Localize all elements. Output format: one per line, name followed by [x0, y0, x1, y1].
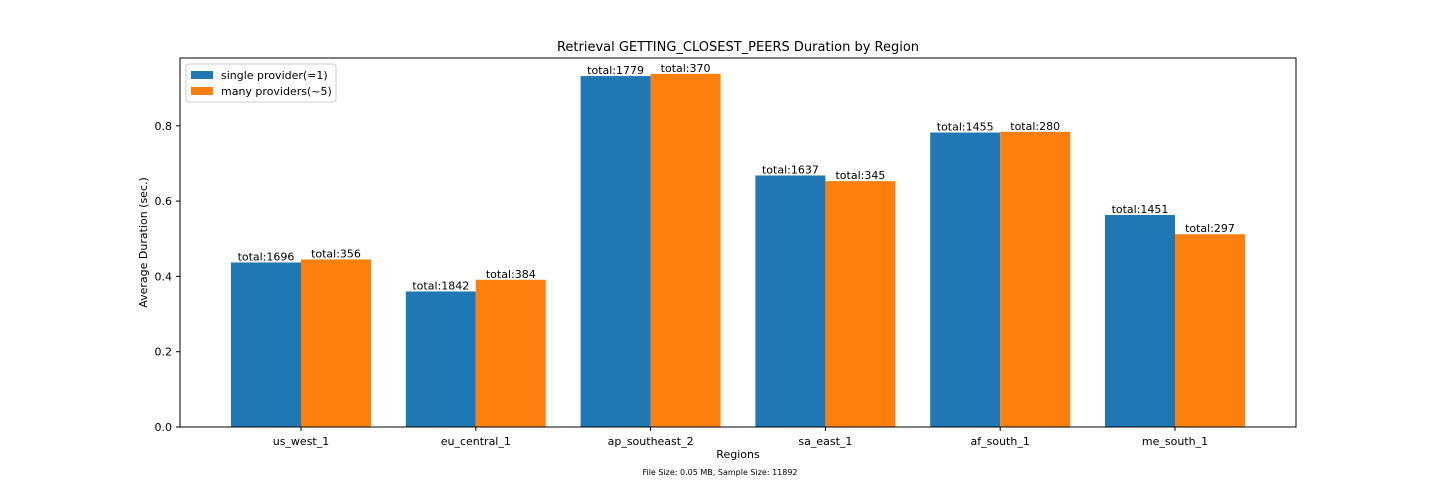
- y-tick-label: 0.4: [155, 270, 173, 283]
- bar-ap_southeast_2-series-1: [650, 73, 721, 428]
- bar-af_south_1-series-1: [1000, 131, 1071, 428]
- legend-label-0: single provider(=1): [221, 69, 328, 82]
- x-tick-label: eu_central_1: [441, 435, 511, 448]
- x-tick-label: me_south_1: [1142, 435, 1208, 448]
- legend-label-1: many providers(~5): [221, 85, 332, 98]
- x-tick-label: sa_east_1: [798, 435, 852, 448]
- axes-frame: [179, 57, 1297, 428]
- y-tick-label: 0.8: [155, 120, 173, 133]
- chart-title: Retrieval GETTING_CLOSEST_PEERS Duration…: [557, 40, 919, 55]
- y-tick-label: 0.6: [155, 195, 173, 208]
- bar-sa_east_1-series-0: [755, 175, 826, 427]
- footnote: File Size: 0.05 MB, Sample Size: 11892: [642, 468, 797, 477]
- bar-eu_central_1-series-0: [405, 291, 476, 427]
- bar-me_south_1-series-0: [1105, 215, 1175, 427]
- bar-value-label: total:297: [1185, 222, 1235, 235]
- bar-value-label: total:1779: [587, 64, 644, 77]
- bar-value-label: total:1455: [937, 121, 994, 134]
- x-tick-label: af_south_1: [971, 435, 1030, 448]
- bar-ap_southeast_2-series-0: [580, 76, 651, 427]
- legend-swatch-1: [191, 87, 213, 95]
- legend-box: [185, 63, 337, 103]
- plot-area: total:1696 total:1842 total:1779 total:1637…: [155, 62, 1245, 448]
- x-tick-label: ap_southeast_2: [608, 435, 694, 448]
- bar-eu_central_1-series-1: [475, 279, 546, 427]
- bar-value-label: total:345: [835, 169, 885, 182]
- bar-me_south_1-series-1: [1175, 234, 1245, 427]
- y-tick-label: 0.0: [155, 421, 173, 434]
- bar-value-label: total:1696: [238, 250, 295, 263]
- bar-value-label: total:384: [486, 268, 536, 281]
- bar-value-label: total:1451: [1112, 203, 1169, 216]
- bar-value-label: total:1637: [762, 163, 819, 176]
- bar-us_west_1-series-1: [301, 259, 371, 427]
- x-axis-label: Regions: [716, 448, 760, 461]
- legend: single provider(=1) many providers(~5): [185, 63, 337, 103]
- y-axis-label: Average Duration (sec.): [137, 177, 150, 308]
- bar-value-label: total:356: [311, 247, 361, 260]
- bar-value-label: total:1842: [412, 279, 469, 292]
- bar-us_west_1-series-0: [231, 262, 301, 427]
- bar-af_south_1-series-0: [930, 132, 1001, 428]
- bar-sa_east_1-series-1: [825, 181, 896, 427]
- y-tick-label: 0.2: [155, 346, 173, 359]
- bar-value-label: total:280: [1010, 120, 1060, 133]
- bar-value-label: total:370: [661, 62, 711, 75]
- x-tick-label: us_west_1: [273, 435, 330, 448]
- legend-swatch-0: [191, 71, 213, 79]
